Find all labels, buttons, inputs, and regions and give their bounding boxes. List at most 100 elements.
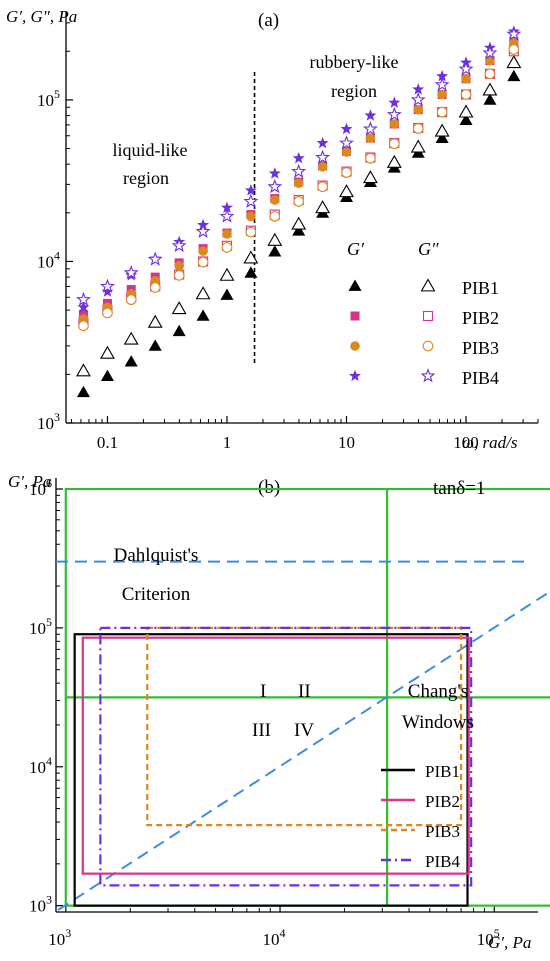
panel-a-x-tick-label: 1: [223, 433, 232, 452]
panel-a-label: (a): [258, 10, 279, 31]
data-point: [461, 74, 471, 84]
data-point: [243, 193, 259, 208]
data-point: [341, 167, 352, 178]
data-point: [246, 211, 256, 222]
data-point: [125, 294, 137, 306]
data-point: [267, 178, 283, 194]
data-point: [268, 245, 282, 257]
data-point: [412, 83, 425, 95]
legend-marker-storage-pib2: [350, 311, 360, 321]
data-point: [75, 291, 91, 307]
data-point: [147, 314, 163, 328]
data-point: [482, 45, 498, 60]
data-point: [220, 288, 234, 300]
panel-a-y-tick-label: 104: [37, 248, 60, 271]
legend-label-pib3: PIB3: [462, 338, 499, 358]
data-point: [291, 216, 307, 230]
data-point: [100, 369, 114, 382]
data-point: [244, 266, 258, 278]
data-point: [147, 251, 163, 266]
data-point: [483, 93, 497, 105]
window-pib1: [73, 633, 469, 907]
legend-marker-loss-pib3: [422, 340, 434, 352]
quadrant-label-ii: II: [298, 681, 311, 702]
panel-a-y-axis-label: G′, G″, Pa: [6, 7, 77, 26]
data-point: [99, 278, 115, 293]
data-point: [388, 96, 401, 108]
data-point: [102, 307, 113, 319]
data-point: [365, 152, 376, 164]
data-point: [341, 147, 352, 157]
legend-marker-loss-pib2: [422, 310, 434, 322]
data-point: [437, 89, 447, 100]
panel-a-x-tick-label: 10: [338, 433, 355, 452]
data-point: [362, 170, 378, 184]
data-point: [434, 123, 450, 137]
data-point: [243, 250, 259, 264]
legend-header-loss: G″: [418, 239, 439, 259]
quadrant-label-iii: III: [252, 720, 271, 741]
data-point: [78, 320, 89, 332]
quadrant-label-iv: IV: [294, 720, 314, 741]
data-point: [195, 286, 211, 300]
legend-marker-storage-pib3: [350, 341, 360, 351]
data-point: [149, 282, 161, 293]
data-point: [484, 68, 496, 80]
liquid-region-label-line-2: region: [123, 168, 169, 188]
data-point: [195, 223, 211, 238]
data-point: [317, 181, 328, 193]
data-point: [410, 92, 426, 107]
series-pib1-storage: [76, 69, 521, 398]
data-point: [340, 122, 353, 135]
legend-label-pib4: PIB4: [462, 368, 499, 388]
data-point: [364, 109, 377, 121]
panel-a-y-tick-label: 103: [37, 410, 60, 433]
data-point: [460, 89, 472, 100]
data-point: [171, 237, 187, 253]
data-point: [267, 232, 283, 246]
chang-label-line-2: Windows: [402, 712, 474, 733]
window-pib2: [81, 636, 470, 875]
quadrant-label-i: I: [260, 681, 266, 702]
legend-label-pib1: PIB1: [462, 278, 499, 298]
data-point: [173, 270, 185, 281]
data-point: [339, 135, 354, 150]
data-point: [171, 301, 187, 315]
series-pib4-loss: [75, 26, 522, 307]
data-point: [482, 82, 498, 96]
data-point: [197, 256, 209, 268]
data-point: [219, 267, 235, 281]
legend-marker-loss-pib1: [420, 278, 436, 292]
window-pib4: [99, 626, 473, 887]
chang-label-line-1: Chang's: [408, 681, 468, 702]
legend-b-label-pib3: PIB3: [425, 822, 460, 841]
data-point: [174, 260, 184, 271]
data-point: [436, 106, 448, 118]
legend-marker-loss-pib4: [420, 368, 436, 383]
panel-a-x-tick-label: 0.1: [97, 433, 118, 452]
panel-a: (a) G′, G″, Pa ω, rad/s 0.1 1 10 100 103 104 1…: [6, 7, 539, 452]
data-point: [485, 55, 495, 66]
data-point: [291, 163, 307, 178]
data-point: [292, 152, 305, 164]
data-point: [508, 44, 520, 55]
data-point: [222, 229, 232, 239]
data-point: [269, 211, 281, 222]
data-point: [386, 106, 402, 122]
panel-a-x-tick-label: 100: [453, 433, 479, 452]
legend-b-label-pib4: PIB4: [425, 852, 460, 871]
data-point: [412, 123, 424, 134]
data-point: [339, 184, 354, 198]
series-pib1-loss: [76, 55, 522, 377]
panel-b-x-axis-label: G′, Pa: [488, 933, 531, 952]
data-point: [100, 345, 115, 359]
data-point: [389, 119, 400, 129]
data-point: [76, 363, 91, 377]
data-point: [459, 113, 473, 125]
legend-label-pib2: PIB2: [462, 308, 499, 328]
data-point: [77, 301, 90, 313]
legend-marker-storage-pib1: [348, 279, 362, 291]
data-point: [316, 136, 329, 149]
data-point: [362, 121, 378, 136]
